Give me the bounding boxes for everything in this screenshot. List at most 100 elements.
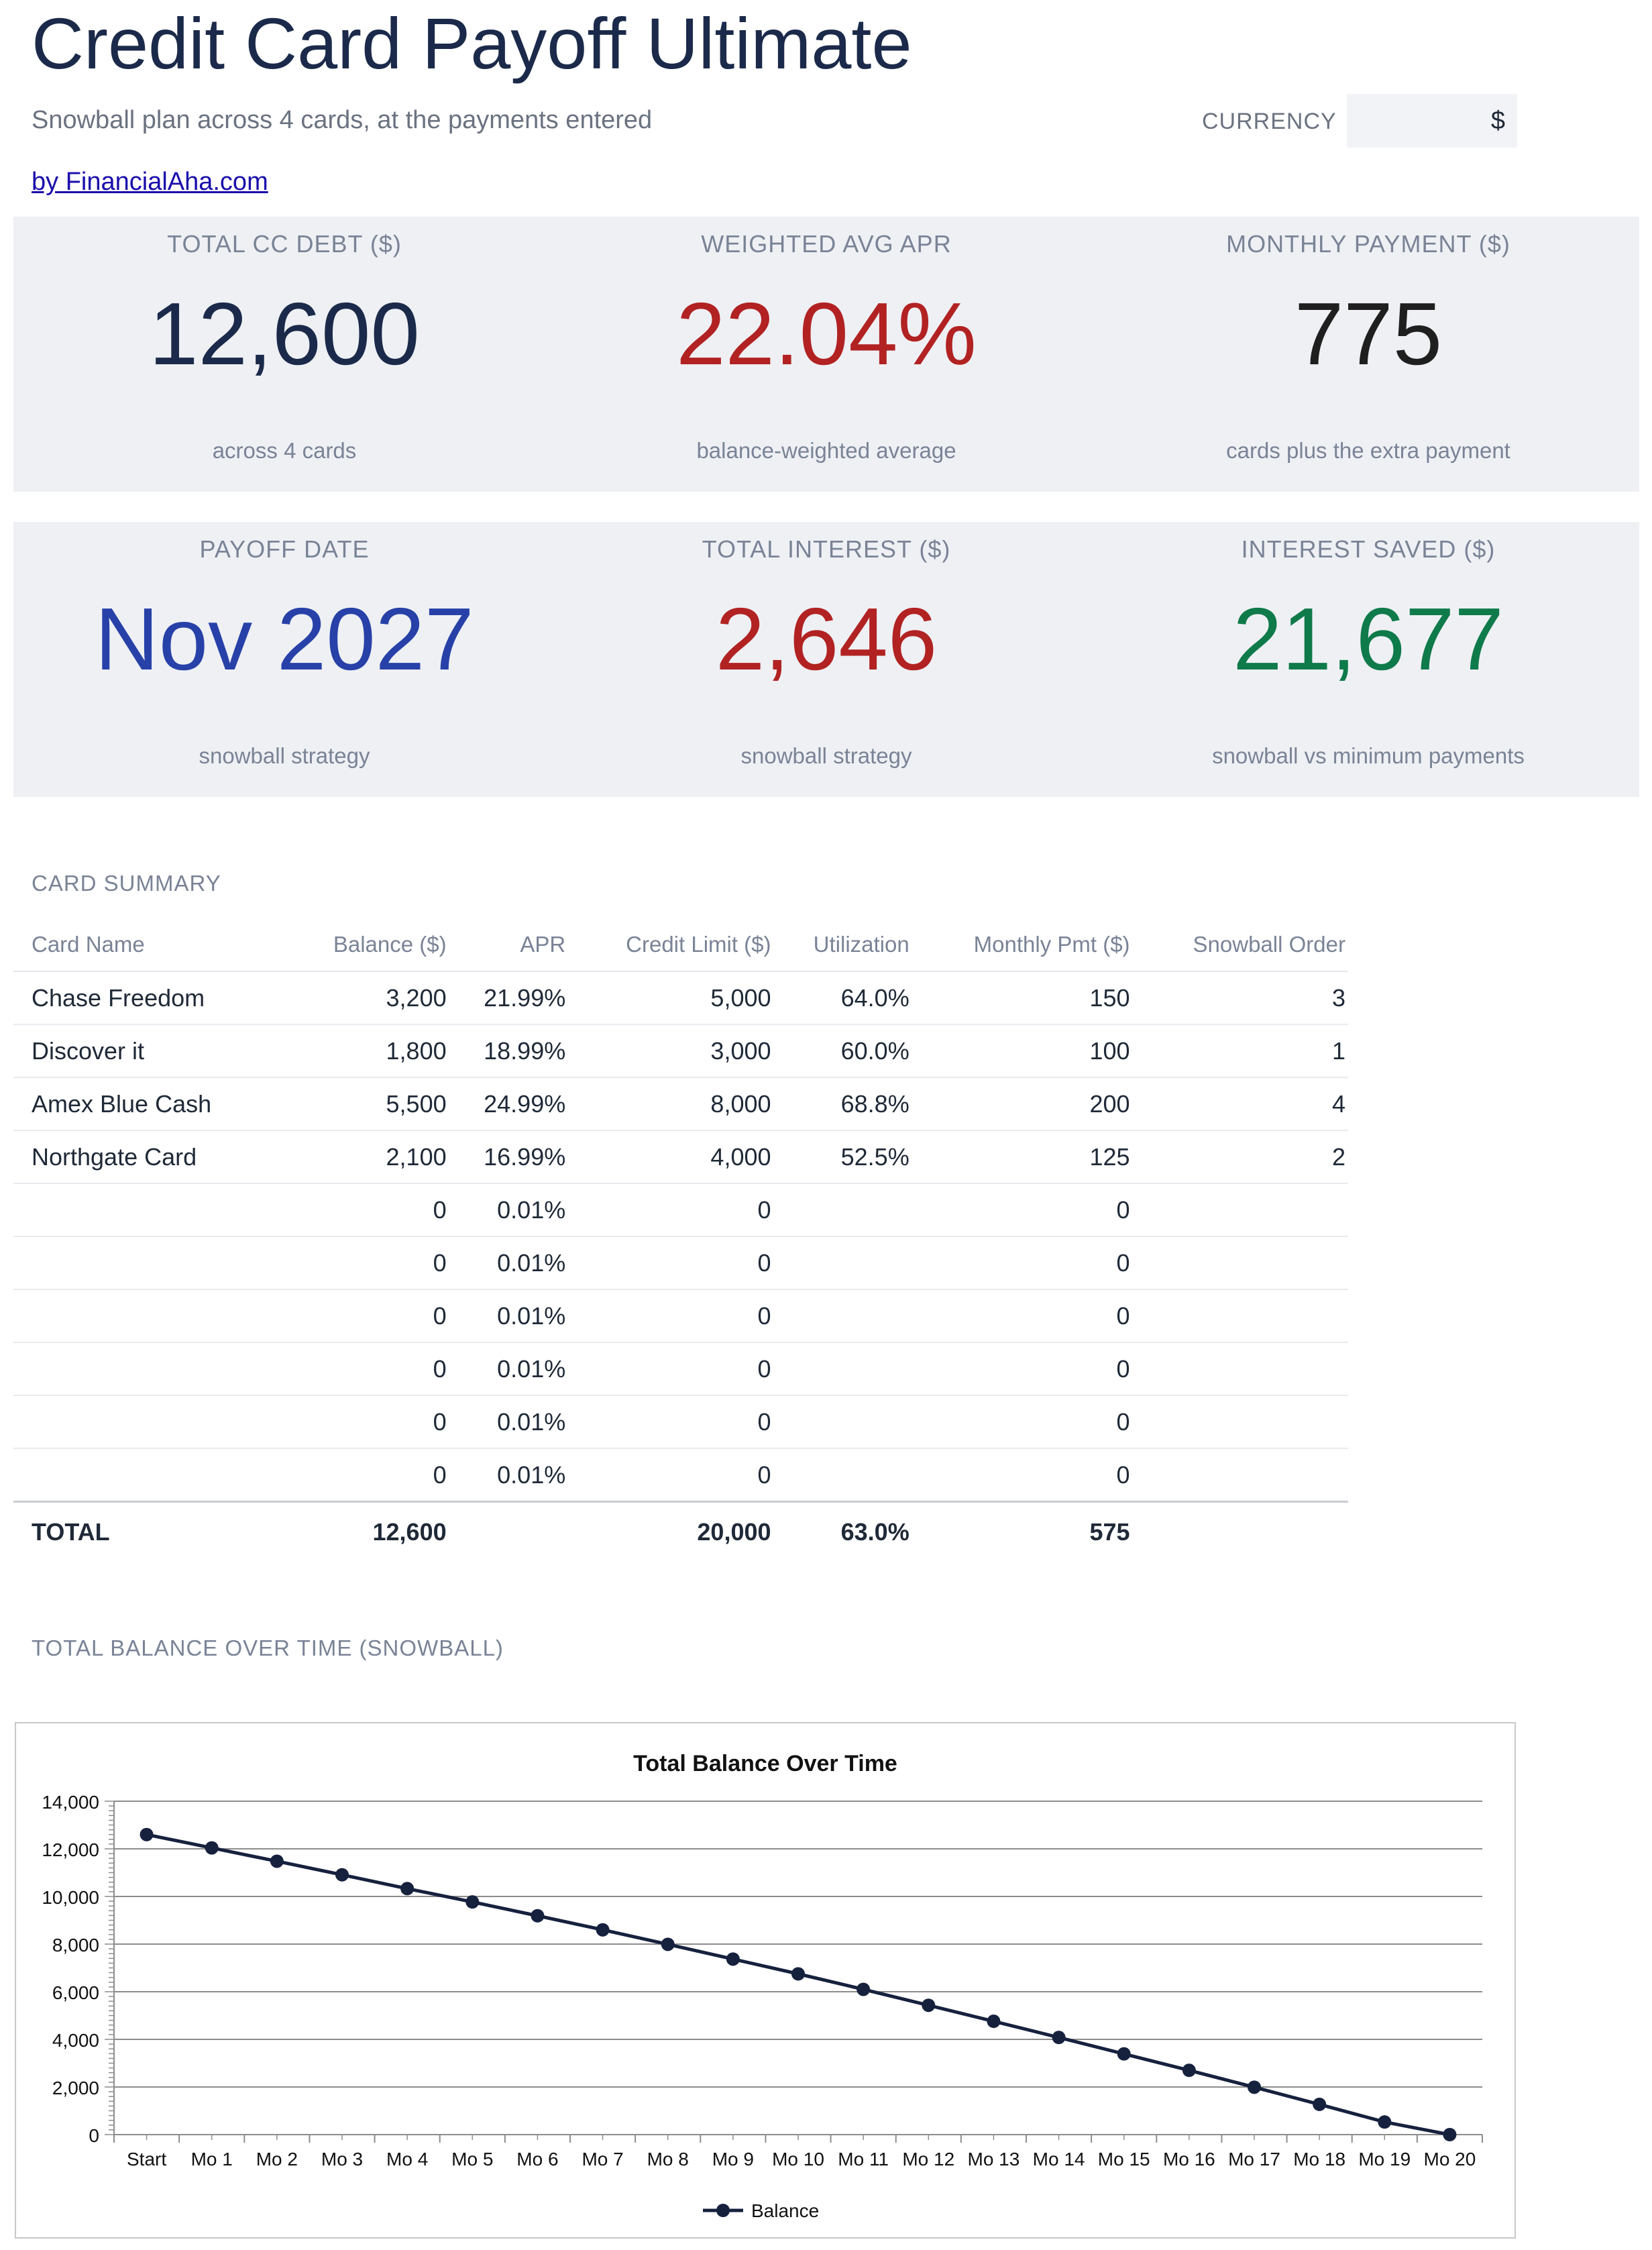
- data-point: [596, 1923, 610, 1937]
- table-cell[interactable]: 0: [287, 1448, 449, 1503]
- table-cell[interactable]: [773, 1395, 912, 1449]
- table-cell[interactable]: 16.99%: [449, 1130, 569, 1184]
- table-cell[interactable]: 0: [912, 1183, 1133, 1237]
- table-row: 0 0.01% 0 0: [13, 1342, 1348, 1396]
- table-cell[interactable]: [1132, 1342, 1348, 1396]
- table-cell[interactable]: [773, 1183, 912, 1237]
- table-cell[interactable]: Discover it: [13, 1024, 288, 1078]
- x-tick-label: Mo 9: [712, 2149, 754, 2169]
- table-cell[interactable]: [773, 1342, 912, 1396]
- table-cell[interactable]: 0: [568, 1448, 774, 1503]
- page-subtitle: Snowball plan across 4 cards, at the pay…: [32, 106, 653, 134]
- table-cell[interactable]: 0: [568, 1236, 774, 1290]
- total-cell: 12,600: [287, 1501, 449, 1562]
- y-tick-label: 2,000: [52, 2078, 99, 2098]
- table-cell[interactable]: 150: [912, 971, 1133, 1025]
- table-cell[interactable]: 5,500: [287, 1077, 449, 1131]
- table-cell[interactable]: 24.99%: [449, 1077, 569, 1131]
- y-tick-label: 10,000: [42, 1887, 99, 1908]
- table-cell[interactable]: 0: [568, 1395, 774, 1449]
- table-cell[interactable]: 0: [287, 1395, 449, 1449]
- table-cell[interactable]: [13, 1183, 288, 1237]
- table-cell[interactable]: 0: [912, 1289, 1133, 1343]
- byline-link[interactable]: by FinancialAha.com: [32, 168, 268, 196]
- table-row: Discover it 1,800 18.99% 3,000 60.0% 100 1: [13, 1024, 1348, 1078]
- card-summary-title: CARD SUMMARY: [32, 871, 221, 896]
- table-cell[interactable]: 0.01%: [449, 1448, 569, 1503]
- table-cell[interactable]: [773, 1448, 912, 1503]
- table-cell[interactable]: [1132, 1236, 1348, 1290]
- chart-section-title: TOTAL BALANCE OVER TIME (SNOWBALL): [32, 1636, 504, 1660]
- table-cell[interactable]: 0: [568, 1289, 774, 1343]
- kpi-label: INTEREST SAVED ($): [1241, 535, 1496, 563]
- table-cell[interactable]: [13, 1342, 288, 1396]
- data-point: [205, 1841, 219, 1855]
- table-cell[interactable]: 1,800: [287, 1024, 449, 1078]
- table-cell[interactable]: 0.01%: [449, 1395, 569, 1449]
- table-cell[interactable]: Amex Blue Cash: [13, 1077, 288, 1131]
- table-cell[interactable]: 0.01%: [449, 1342, 569, 1396]
- data-point: [400, 1882, 415, 1896]
- table-cell[interactable]: 4: [1132, 1077, 1348, 1131]
- table-cell[interactable]: 68.8%: [773, 1077, 912, 1131]
- table-cell[interactable]: 0.01%: [449, 1236, 569, 1290]
- table-cell[interactable]: [1132, 1289, 1348, 1343]
- table-cell[interactable]: 125: [912, 1130, 1133, 1184]
- table-cell[interactable]: 3: [1132, 971, 1348, 1025]
- table-cell[interactable]: 0.01%: [449, 1183, 569, 1237]
- kpi-band-top: TOTAL CC DEBT ($) 12,600 across 4 cards …: [13, 217, 1639, 492]
- table-cell[interactable]: 3,200: [287, 971, 449, 1025]
- legend-label: Balance: [751, 2200, 819, 2221]
- table-cell[interactable]: [773, 1236, 912, 1290]
- table-cell[interactable]: 0: [912, 1448, 1133, 1503]
- kpi-label: PAYOFF DATE: [199, 535, 370, 563]
- table-cell[interactable]: 0: [912, 1236, 1133, 1290]
- table-cell[interactable]: 3,000: [568, 1024, 774, 1078]
- total-cell: 575: [912, 1501, 1133, 1562]
- table-cell[interactable]: [773, 1289, 912, 1343]
- currency-input[interactable]: $: [1347, 94, 1517, 148]
- table-cell[interactable]: 200: [912, 1077, 1133, 1131]
- table-cell[interactable]: [1132, 1448, 1348, 1503]
- table-cell[interactable]: 0: [912, 1342, 1133, 1396]
- table-cell[interactable]: 0: [912, 1395, 1133, 1449]
- table-cell[interactable]: [13, 1289, 288, 1343]
- x-tick-label: Mo 17: [1228, 2149, 1280, 2169]
- kpi-sub: snowball strategy: [740, 743, 912, 768]
- table-cell[interactable]: Chase Freedom: [13, 971, 288, 1025]
- table-cell[interactable]: 2: [1132, 1130, 1348, 1184]
- table-cell[interactable]: 0: [287, 1236, 449, 1290]
- table-cell[interactable]: [1132, 1183, 1348, 1237]
- data-point: [465, 1895, 480, 1909]
- kpi-sub: balance-weighted average: [696, 438, 956, 463]
- table-cell[interactable]: 0: [568, 1342, 774, 1396]
- x-tick-label: Mo 10: [772, 2149, 824, 2169]
- table-cell[interactable]: 100: [912, 1024, 1133, 1078]
- y-tick-label: 4,000: [52, 2030, 99, 2051]
- x-tick-label: Start: [127, 2149, 166, 2169]
- table-row: 0 0.01% 0 0: [13, 1236, 1348, 1290]
- table-cell[interactable]: 0: [287, 1183, 449, 1237]
- table-cell[interactable]: 2,100: [287, 1130, 449, 1184]
- table-cell[interactable]: 21.99%: [449, 971, 569, 1025]
- table-cell[interactable]: 60.0%: [773, 1024, 912, 1078]
- table-cell[interactable]: 0.01%: [449, 1289, 569, 1343]
- data-point: [922, 1998, 936, 2013]
- x-tick-label: Mo 18: [1293, 2149, 1345, 2169]
- table-cell[interactable]: [13, 1395, 288, 1449]
- table-cell[interactable]: Northgate Card: [13, 1130, 288, 1184]
- table-cell[interactable]: [13, 1236, 288, 1290]
- table-cell[interactable]: 18.99%: [449, 1024, 569, 1078]
- table-cell[interactable]: 52.5%: [773, 1130, 912, 1184]
- table-cell[interactable]: 1: [1132, 1024, 1348, 1078]
- table-cell[interactable]: 8,000: [568, 1077, 774, 1131]
- table-cell[interactable]: 64.0%: [773, 971, 912, 1025]
- balance-chart: Total Balance Over Time 0 2,000 4,000 6,000…: [15, 1722, 1516, 2239]
- table-cell[interactable]: 0: [287, 1342, 449, 1396]
- table-cell[interactable]: [1132, 1395, 1348, 1449]
- table-cell[interactable]: 4,000: [568, 1130, 774, 1184]
- table-cell[interactable]: 0: [287, 1289, 449, 1343]
- table-cell[interactable]: [13, 1448, 288, 1503]
- table-cell[interactable]: 0: [568, 1183, 774, 1237]
- table-cell[interactable]: 5,000: [568, 971, 774, 1025]
